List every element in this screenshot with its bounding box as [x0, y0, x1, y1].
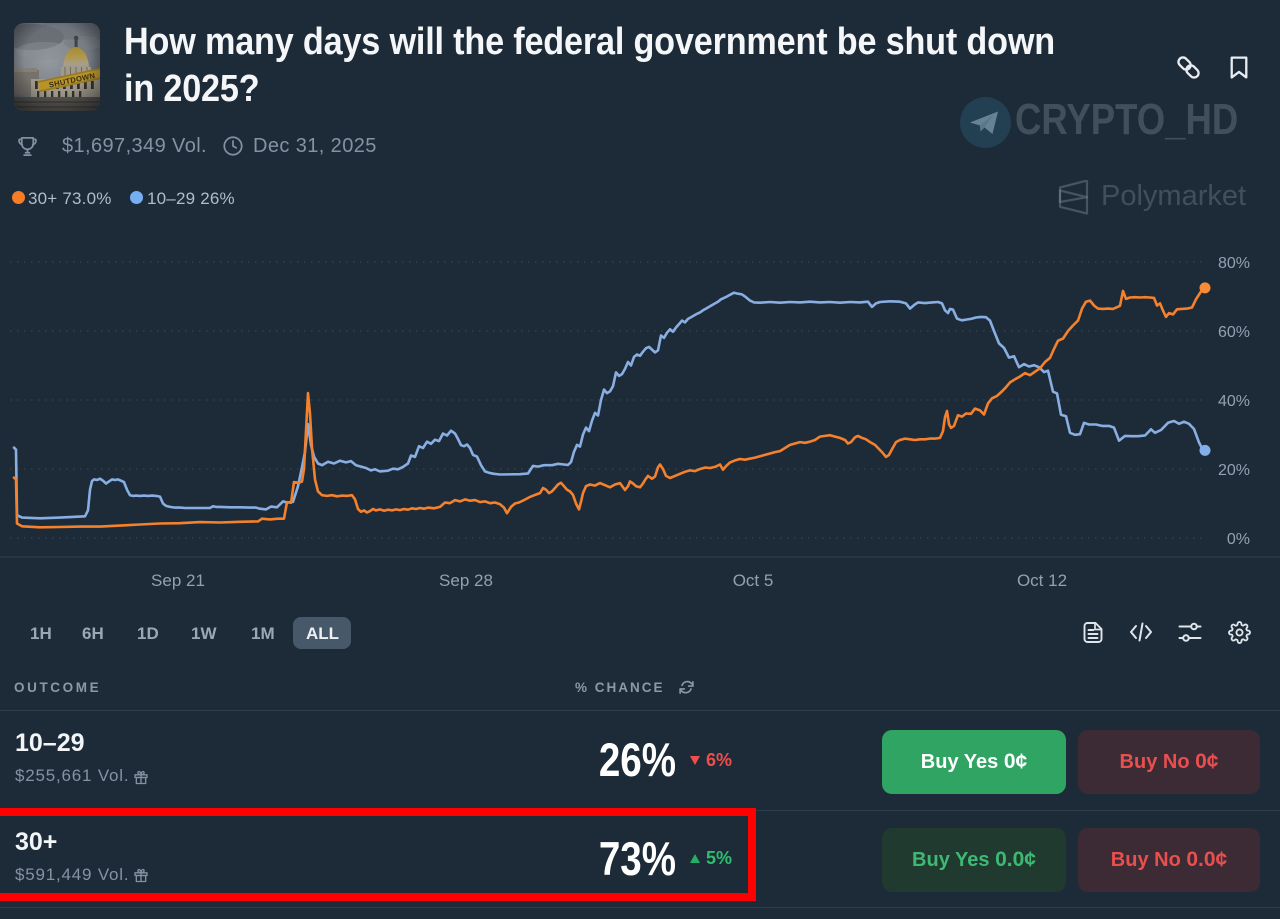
svg-text:Oct 12: Oct 12: [1017, 571, 1067, 590]
svg-text:40%: 40%: [1218, 393, 1250, 410]
svg-text:0%: 0%: [1227, 531, 1250, 548]
svg-text:20%: 20%: [1218, 462, 1250, 479]
svg-text:80%: 80%: [1218, 255, 1250, 272]
svg-text:Sep 21: Sep 21: [151, 571, 205, 590]
svg-text:Sep 28: Sep 28: [439, 571, 493, 590]
svg-text:Oct 5: Oct 5: [733, 571, 774, 590]
svg-text:60%: 60%: [1218, 324, 1250, 341]
